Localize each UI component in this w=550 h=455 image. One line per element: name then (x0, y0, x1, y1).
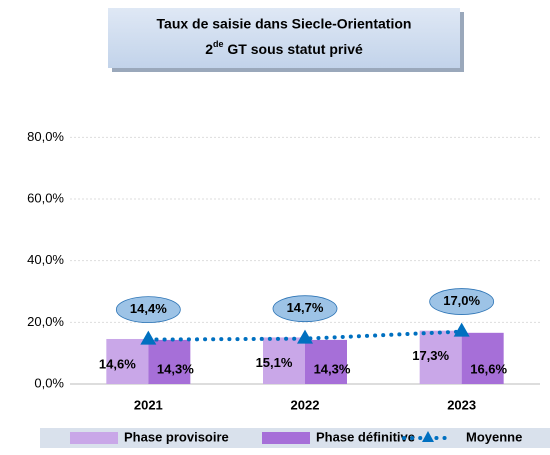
bar (106, 338, 149, 384)
bar (461, 332, 504, 384)
legend-swatch (70, 432, 118, 444)
y-tick-label: 0,0% (34, 375, 64, 390)
bar-value-label: 14,3% (157, 361, 194, 376)
legend-marker (422, 431, 434, 442)
legend-label: Phase provisoire (124, 429, 229, 444)
x-tick-label: 2023 (447, 397, 476, 412)
title-box (108, 8, 460, 68)
label-bubble (429, 288, 495, 315)
chart-title: Taux de saisie dans Siecle-Orientation (157, 16, 412, 32)
legend-label: Moyenne (466, 429, 522, 444)
bar-value-label: 14,6% (99, 356, 136, 371)
label-bubble (272, 295, 338, 323)
y-tick-label: 40,0% (27, 252, 64, 267)
y-tick-label: 20,0% (27, 314, 64, 329)
legend-label: Phase définitive (316, 429, 415, 444)
line-value-label: 14,7% (287, 300, 324, 315)
bar (263, 337, 305, 384)
subtitle-part: GT sous statut privé (224, 41, 363, 57)
line-marker (140, 330, 157, 345)
bar (305, 339, 347, 384)
x-tick-label: 2022 (291, 397, 320, 412)
line-marker (297, 329, 313, 344)
bar (419, 330, 462, 384)
bar-value-label: 15,1% (256, 355, 293, 370)
y-tick-label: 80,0% (27, 129, 64, 144)
legend-swatch (262, 432, 310, 444)
line (146, 329, 464, 342)
bar-value-label: 14,3% (314, 361, 351, 376)
chart-subtitle: 2de GT sous statut privé (205, 39, 363, 56)
line-value-label: 17,0% (443, 293, 480, 308)
bar-value-label: 17,3% (412, 348, 449, 363)
line-marker (453, 322, 470, 337)
x-tick-label: 2021 (134, 397, 163, 412)
line-value-label: 14,4% (130, 301, 167, 316)
bar (148, 339, 191, 384)
subtitle-part: 2 (205, 41, 213, 57)
label-bubble (115, 296, 181, 324)
y-tick-label: 60,0% (27, 190, 64, 205)
bar-value-label: 16,6% (470, 361, 507, 376)
subtitle-sup: de (213, 39, 224, 49)
